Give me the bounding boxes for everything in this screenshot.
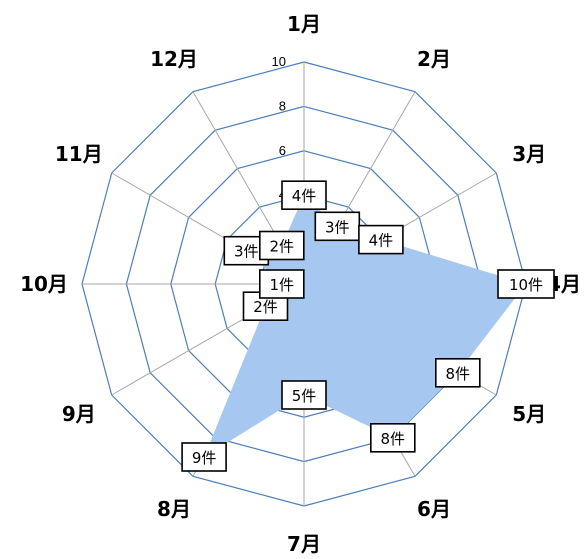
data-label-text: 3件 (325, 218, 350, 236)
category-label: 5月 (512, 402, 546, 426)
data-label: 1件 (258, 269, 305, 299)
data-label-box (258, 230, 305, 261)
data-label: 8件 (369, 422, 416, 453)
data-labels: 4件 3件 4件 10件 8件 8件 5件 9件 2件 1件 3件 2件 (181, 180, 555, 472)
category-label: 7月 (287, 532, 321, 556)
category-label: 8月 (157, 497, 191, 521)
data-label: 4件 (358, 224, 404, 255)
data-label-text: 2件 (253, 298, 278, 316)
data-label-box (281, 380, 327, 410)
data-label: 2件 (258, 230, 305, 261)
category-label: 2月 (417, 47, 451, 71)
data-label-box (497, 269, 555, 299)
data-label: 4件 (281, 180, 327, 210)
category-label: 10月 (20, 272, 68, 296)
data-label-box (434, 357, 481, 388)
data-label-box (281, 180, 327, 210)
data-label: 10件 (497, 269, 555, 299)
data-label-text: 2件 (270, 238, 295, 256)
tick-label: 10 (272, 54, 286, 69)
data-label-text: 3件 (234, 243, 259, 261)
data-label-box (258, 269, 305, 299)
data-label-text: 4件 (292, 187, 317, 205)
data-label-text: 9件 (192, 449, 217, 467)
category-label: 6月 (417, 497, 451, 521)
data-label-box (369, 422, 416, 453)
data-label-text: 8件 (381, 430, 406, 448)
data-label-box (358, 224, 404, 255)
data-label-box (314, 211, 361, 242)
tick-label: 8 (279, 98, 286, 113)
data-label-text: 4件 (369, 232, 394, 250)
data-label-text: 1件 (270, 276, 295, 294)
data-label-text: 10件 (509, 276, 543, 294)
data-label: 3件 (314, 211, 361, 242)
data-label: 5件 (281, 380, 327, 410)
category-label: 9月 (62, 402, 96, 426)
data-label-text: 5件 (292, 387, 317, 405)
data-label-text: 8件 (446, 365, 471, 383)
category-label: 12月 (150, 47, 198, 71)
data-label: 8件 (434, 357, 481, 388)
category-label: 3月 (512, 142, 546, 166)
category-label: 1月 (287, 12, 321, 36)
category-label: 11月 (55, 142, 103, 166)
data-label-box (181, 442, 227, 472)
data-label: 9件 (181, 442, 227, 472)
tick-label: 6 (279, 143, 286, 158)
